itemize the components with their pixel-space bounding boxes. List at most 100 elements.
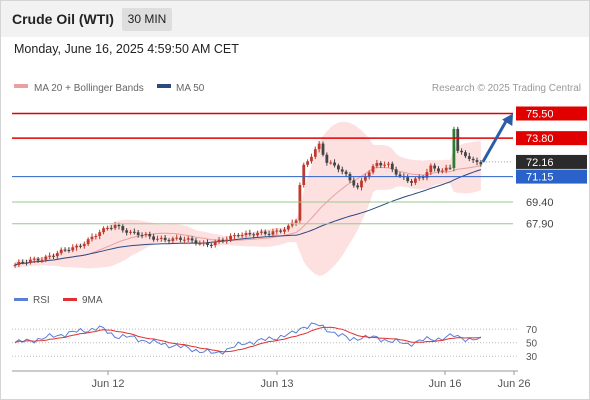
candle-body bbox=[283, 229, 286, 232]
candle-body bbox=[313, 149, 317, 157]
candle-body bbox=[98, 232, 102, 237]
candle-body bbox=[398, 174, 402, 177]
candle-body bbox=[333, 162, 336, 166]
rsi-ma-line bbox=[14, 326, 481, 353]
candle-body bbox=[344, 171, 348, 175]
candle-body bbox=[163, 237, 167, 241]
forecast-arrow-head bbox=[502, 113, 513, 127]
candle-body bbox=[387, 163, 390, 165]
candle-body bbox=[298, 184, 302, 221]
candle-body bbox=[340, 169, 344, 172]
forecast-arrow-shaft bbox=[481, 118, 509, 163]
candle-body bbox=[236, 235, 240, 237]
ma50-legend-label: MA 50 bbox=[176, 83, 205, 94]
candle-body bbox=[86, 239, 90, 245]
candle-body bbox=[286, 225, 290, 230]
ma50-line bbox=[14, 169, 482, 266]
candle-body bbox=[433, 165, 437, 169]
x-tick-label: Jun 12 bbox=[91, 378, 124, 390]
level-badge-resistance bbox=[516, 106, 587, 121]
candle-body bbox=[52, 255, 55, 257]
copyright-text: Research © 2025 Trading Central bbox=[432, 83, 581, 94]
timeframe-button[interactable]: 30 MIN bbox=[122, 8, 172, 31]
candle-body bbox=[183, 239, 186, 241]
candle-body bbox=[425, 172, 429, 178]
candle-body bbox=[67, 250, 71, 252]
candle-body bbox=[325, 154, 329, 163]
candle-body bbox=[132, 231, 136, 233]
candle-body bbox=[383, 164, 386, 166]
rsi-ma-legend-swatch bbox=[63, 298, 77, 301]
level-label-support: 67.90 bbox=[526, 219, 554, 231]
candle-body bbox=[329, 162, 333, 164]
x-tick-label: Jun 26 bbox=[497, 378, 530, 390]
rsi-plot: 70 50 30 bbox=[12, 322, 538, 363]
candle-body bbox=[125, 230, 129, 233]
level-badge-last bbox=[516, 154, 587, 169]
candle-body bbox=[417, 177, 421, 179]
candle-body bbox=[290, 222, 294, 226]
candle-body bbox=[256, 232, 259, 236]
candle-body bbox=[352, 180, 356, 186]
candle-body bbox=[467, 156, 471, 159]
candle-body bbox=[371, 166, 375, 173]
level-label-support: 69.40 bbox=[526, 197, 554, 209]
candle-body bbox=[59, 249, 63, 254]
candle-body bbox=[279, 230, 283, 232]
rsi-line bbox=[14, 322, 482, 355]
candle-body bbox=[136, 232, 140, 236]
candle-body bbox=[21, 261, 25, 263]
rsi-tick-label: 50 bbox=[526, 339, 538, 350]
candle-body bbox=[252, 234, 256, 236]
candle-body bbox=[29, 259, 32, 263]
candle-body bbox=[225, 239, 229, 242]
candle-body bbox=[471, 158, 475, 161]
candle-body bbox=[48, 255, 52, 257]
bollinger-band bbox=[15, 121, 481, 276]
candle-body bbox=[156, 238, 159, 240]
candle-body bbox=[217, 239, 221, 242]
price-plot: 75.50 73.80 72.16 71.15 69.40 67.90 bbox=[12, 106, 587, 276]
candle-body bbox=[360, 180, 363, 188]
candle-body bbox=[410, 181, 413, 183]
timestamp: Monday, June 16, 2025 4:59:50 AM CET bbox=[14, 42, 239, 56]
level-label-resistance: 75.50 bbox=[526, 109, 554, 121]
candle-body bbox=[109, 227, 113, 229]
candle-body bbox=[367, 172, 371, 177]
candle-body bbox=[106, 227, 109, 229]
candle-body bbox=[148, 233, 152, 237]
level-label-last: 72.16 bbox=[526, 157, 554, 169]
candle-body bbox=[244, 233, 248, 236]
candle-body bbox=[186, 238, 190, 240]
candle-body bbox=[275, 230, 279, 232]
candle-body bbox=[464, 152, 467, 157]
rsi-tick-label: 30 bbox=[526, 352, 538, 363]
candle-body bbox=[79, 245, 82, 247]
candle-body bbox=[260, 231, 263, 233]
candle-body bbox=[310, 156, 313, 162]
x-tick-label: Jun 16 bbox=[428, 378, 461, 390]
rsi-legend-label: RSI bbox=[33, 295, 50, 306]
candle-body bbox=[363, 176, 367, 181]
level-label-resistance: 73.80 bbox=[526, 133, 554, 145]
instrument-title: Crude Oil (WTI) bbox=[12, 11, 114, 27]
candle-body bbox=[167, 240, 171, 242]
x-axis: Jun 12 Jun 13 Jun 16 Jun 26 bbox=[91, 371, 531, 390]
candle-body bbox=[267, 233, 271, 235]
candle-body bbox=[82, 244, 86, 247]
candle-body bbox=[32, 258, 36, 260]
candle-body bbox=[240, 235, 244, 237]
candle-body bbox=[406, 177, 410, 182]
candle-body bbox=[421, 177, 425, 179]
candle-body bbox=[25, 262, 28, 264]
candle-body bbox=[209, 244, 213, 246]
candle-body bbox=[206, 242, 209, 245]
rsi-legend-swatch bbox=[14, 298, 28, 301]
candle-body bbox=[390, 163, 394, 170]
candle-body bbox=[337, 165, 340, 170]
candle-body bbox=[13, 265, 17, 267]
candle-body bbox=[94, 236, 98, 238]
candle-body bbox=[229, 235, 232, 240]
